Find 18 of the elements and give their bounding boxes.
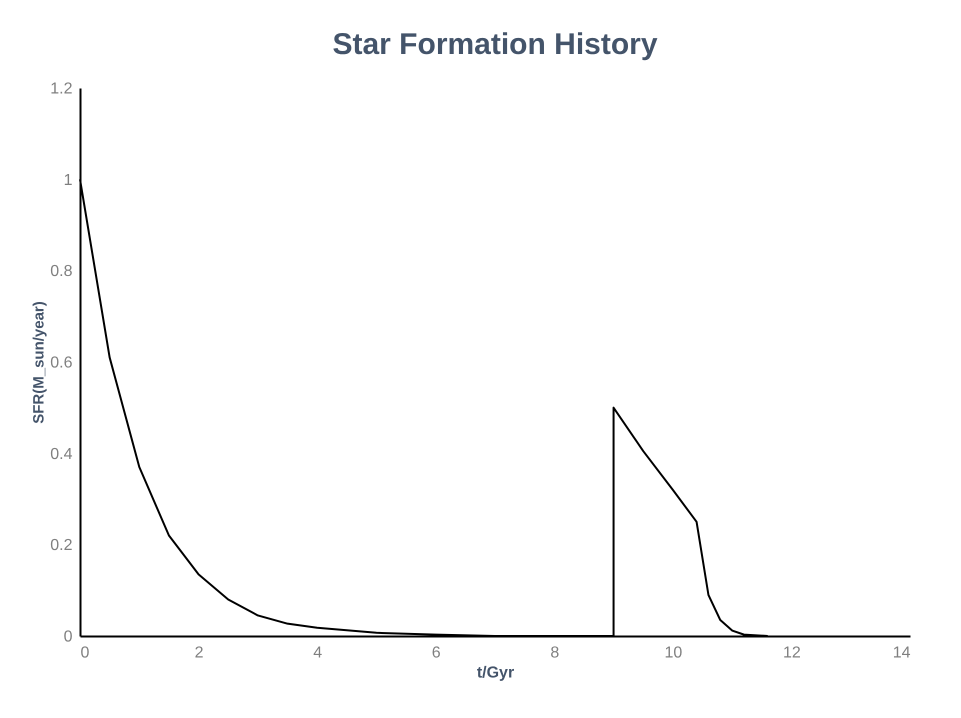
x-tick-label: 0 [80,644,90,662]
x-tick-label: 4 [313,644,322,662]
y-tick-label: 0.8 [50,263,73,280]
x-tick-label: 12 [783,644,801,662]
y-tick-label: 0.4 [50,446,73,463]
y-tick-label: 1.2 [50,80,73,98]
x-tick-label: 6 [432,644,441,662]
y-tick-label: 1 [64,172,73,189]
chart-title: Star Formation History [332,28,658,61]
x-tick-label: 10 [664,644,682,662]
x-tick-label: 14 [892,644,911,662]
y-tick-label: 0.6 [50,354,73,372]
x-axis-title: t/Gyr [476,664,514,682]
x-tick-label: 2 [194,644,204,662]
y-axis-title: SFR(M_sun/year) [30,301,48,424]
x-tick-label: 8 [550,644,560,662]
y-tick-label: 0 [64,628,73,646]
y-tick-label: 0.2 [50,537,73,554]
